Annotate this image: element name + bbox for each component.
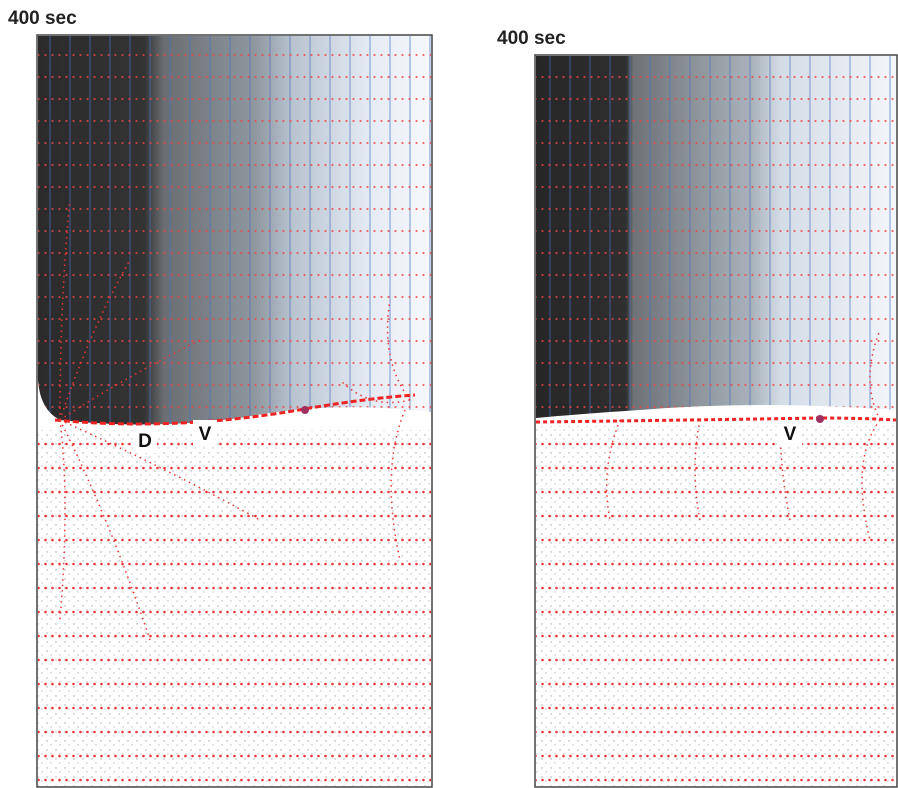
fan-lines (59, 199, 411, 641)
marker (301, 406, 309, 414)
label-box (133, 427, 157, 453)
marker (816, 415, 824, 423)
label: D (138, 431, 152, 452)
lower-dots (38, 430, 431, 786)
panel-title: 400 sec (8, 8, 77, 29)
lower-dots (536, 426, 896, 786)
right-panel: V 400 sec (497, 28, 898, 788)
label-box (778, 420, 802, 446)
interface (54, 393, 416, 426)
upper-dots (536, 56, 896, 418)
interface (535, 416, 897, 424)
left-panel: D V 400 sec (8, 8, 433, 788)
label: V (199, 424, 212, 445)
fan-lines (605, 329, 881, 541)
label-box (193, 420, 217, 446)
label: V (784, 424, 797, 445)
panel-title: 400 sec (497, 28, 566, 49)
upper-dots (38, 36, 431, 425)
